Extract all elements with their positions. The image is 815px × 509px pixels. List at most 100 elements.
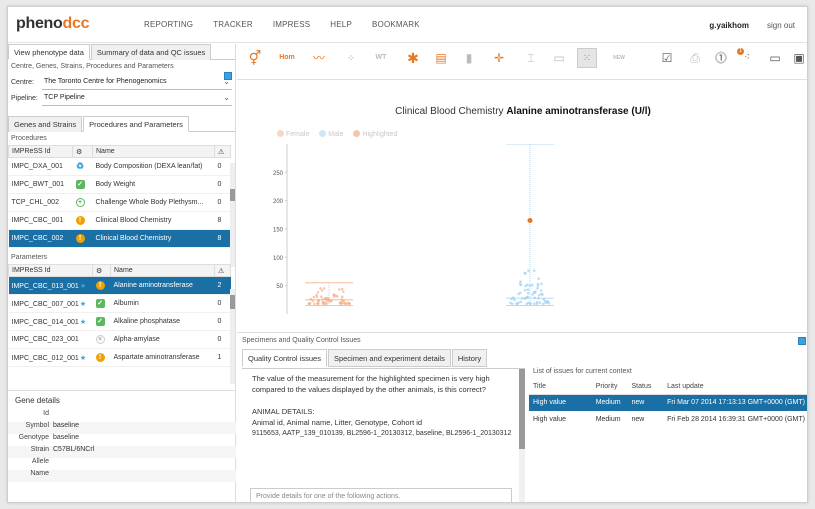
col-name[interactable]: Name xyxy=(110,264,215,277)
issue-message: The value of the measurement for the hig… xyxy=(242,368,525,502)
star-icon[interactable]: ★ xyxy=(79,300,87,308)
data-point xyxy=(322,287,326,290)
tab-history[interactable]: History xyxy=(451,349,488,367)
panel-bottom-icon[interactable]: ▣ xyxy=(793,51,805,65)
tab-summary-qc[interactable]: Summary of data and QC issues xyxy=(90,44,212,60)
new-button[interactable]: NEW xyxy=(613,55,625,61)
star-icon[interactable]: ★ xyxy=(79,354,87,362)
centre-select[interactable]: The Toronto Centre for Phenogenomics ⌄ xyxy=(42,77,232,90)
legend-male[interactable]: Male xyxy=(319,130,343,138)
action-details-input[interactable]: Provide details for one of the following… xyxy=(250,488,512,502)
col-issues[interactable]: ⚠ xyxy=(214,264,231,277)
parameter-row[interactable]: IMPC_CBC_012_001★! Aspartate aminotransfe… xyxy=(8,348,231,367)
scatter-plot[interactable]: 50 100 150 200 250 xyxy=(237,144,808,329)
nav-tracker[interactable]: TRACKER xyxy=(213,20,253,29)
issues-toggle-button[interactable] xyxy=(798,337,806,345)
pipeline-select[interactable]: TCP Pipeline ⌄ xyxy=(42,93,232,106)
signout-link[interactable]: sign out xyxy=(766,21,795,30)
procedure-issue-count: 8 xyxy=(214,211,231,230)
star-icon[interactable]: ★ xyxy=(79,282,87,290)
col-status[interactable]: Status xyxy=(627,380,664,395)
ruler-icon[interactable]: ▭ xyxy=(553,51,565,65)
procedures-scrollbar[interactable] xyxy=(230,163,235,267)
data-point xyxy=(540,282,543,286)
issues-list: List of issues for current context Title… xyxy=(529,368,807,428)
parameter-status: ✓ xyxy=(92,312,111,331)
parameter-row[interactable]: IMPC_CBC_023_001 × Alpha-amylase 0 xyxy=(8,330,231,349)
line-chart-icon[interactable]: 〰 xyxy=(312,51,325,65)
nav-bookmark[interactable]: BOOKMARK xyxy=(371,20,420,29)
gene-field: Strain C57BL/6NCrl xyxy=(8,446,236,458)
procedure-row[interactable]: IMPC_BWT_001 ✓ Body Weight 0 xyxy=(8,175,231,194)
bar-chart-icon[interactable]: ▮ xyxy=(465,51,473,65)
gene-field: Id xyxy=(8,410,236,422)
tab-procedures-parameters[interactable]: Procedures and Parameters xyxy=(83,116,189,132)
tab-qc-issues[interactable]: Quality Control issues xyxy=(242,349,327,367)
nav-reporting[interactable]: REPORTING xyxy=(144,20,194,29)
data-point xyxy=(519,280,522,283)
col-last-update[interactable]: Last update xyxy=(663,380,807,395)
y-tick-label: 250 xyxy=(273,171,284,177)
parameter-id: IMPC_CBC_013_001★ xyxy=(8,276,93,295)
col-name[interactable]: Name xyxy=(92,145,215,158)
nav-impress[interactable]: IMPRESS xyxy=(272,20,311,29)
error-bar-icon[interactable]: ⌶ xyxy=(527,51,535,65)
gender-icon[interactable]: ⚥ xyxy=(248,50,262,66)
data-point xyxy=(342,290,345,293)
gene-field-value: C57BL/6NCrl xyxy=(53,446,95,453)
window-icon[interactable]: ▭ xyxy=(769,51,781,65)
scatter-icon[interactable]: ⁘ xyxy=(347,53,355,63)
col-status[interactable]: ⚙ xyxy=(92,264,111,277)
data-point xyxy=(327,299,331,303)
legend-highlighted[interactable]: Highlighted xyxy=(353,130,397,138)
tab-specimen-details[interactable]: Specimen and experiment details xyxy=(327,349,451,367)
chart-toolbar: ⚥ Hom 〰 ⁘ WT ✱ ▤ ▮ ✛ ⌶ ▭ ⁙ NEW ☑ ⎙ ⓵ ⁖ 1… xyxy=(237,44,807,80)
col-title[interactable]: Title xyxy=(529,380,592,395)
data-point xyxy=(312,295,316,299)
data-point xyxy=(542,302,545,306)
alert-icon[interactable]: ⓵ xyxy=(714,51,727,65)
hom-button[interactable]: Hom xyxy=(279,54,295,61)
procedure-row[interactable]: TCP_CHL_002 + Challenge Whole Body Plethys… xyxy=(8,193,231,212)
table-icon[interactable]: ▤ xyxy=(435,51,447,65)
data-point xyxy=(518,282,522,286)
data-point xyxy=(532,269,536,272)
parameters-scrollbar[interactable] xyxy=(230,289,235,384)
legend-female[interactable]: Female xyxy=(277,130,309,138)
logo[interactable]: phenodcc xyxy=(16,15,89,33)
animal-values: 9115653, AATP_139_010139, BL2596-1_20130… xyxy=(252,430,512,437)
procedure-id: IMPC_BWT_001 xyxy=(8,175,73,194)
tab-view-phenotype-data[interactable]: View phenotype data xyxy=(8,44,90,60)
points-icon[interactable]: ⁙ xyxy=(577,48,597,68)
parameter-row[interactable]: IMPC_CBC_013_001★! Alanine aminotransfera… xyxy=(8,276,231,295)
swarm-icon[interactable]: ✱ xyxy=(407,50,419,66)
col-status[interactable]: ⚙ xyxy=(72,145,93,158)
col-priority[interactable]: Priority xyxy=(591,380,628,395)
star-icon[interactable]: ★ xyxy=(79,318,87,326)
pipeline-value: TCP Pipeline xyxy=(44,94,85,101)
parameter-row[interactable]: IMPC_CBC_007_001★ ✓ Albumin 0 xyxy=(8,294,231,313)
issues-list-title: List of issues for current context xyxy=(533,368,632,375)
wt-button[interactable]: WT xyxy=(375,54,387,61)
parameter-name: Albumin xyxy=(110,294,215,313)
crosshair-icon[interactable]: ✛ xyxy=(493,51,505,65)
col-impress-id[interactable]: IMPReSS Id xyxy=(8,145,73,158)
checkbox-icon[interactable]: ☑ xyxy=(661,51,673,65)
procedure-row[interactable]: IMPC_CBC_002! Clinical Blood Chemistry 8 xyxy=(8,229,231,248)
parameter-row[interactable]: IMPC_CBC_014_001★ ✓ Alkaline phosphatase 0 xyxy=(8,312,231,331)
col-impress-id[interactable]: IMPReSS Id xyxy=(8,264,93,277)
procedure-name: Body Composition (DEXA lean/fat) xyxy=(92,157,215,176)
issue-row[interactable]: High value Medium new Fri Feb 28 2014 16:39… xyxy=(529,411,807,428)
message-scrollbar[interactable] xyxy=(519,369,525,502)
nav-help[interactable]: HELP xyxy=(330,20,352,29)
issue-row[interactable]: High value Medium new Fri Mar 07 2014 17:13… xyxy=(529,394,807,411)
status-icon: ! xyxy=(95,353,105,362)
qc-points-icon[interactable]: ⁖ xyxy=(744,52,750,63)
tab-genes-strains[interactable]: Genes and Strains xyxy=(8,116,83,132)
col-issues[interactable]: ⚠ xyxy=(214,145,231,158)
print-icon[interactable]: ⎙ xyxy=(690,51,700,65)
procedure-row[interactable]: IMPC_DXA_001 ♻ Body Composition (DEXA lean… xyxy=(8,157,231,176)
filter-toggle-button[interactable] xyxy=(224,72,232,80)
procedure-status: ♻ xyxy=(72,157,93,176)
procedure-row[interactable]: IMPC_CBC_001! Clinical Blood Chemistry 8 xyxy=(8,211,231,230)
